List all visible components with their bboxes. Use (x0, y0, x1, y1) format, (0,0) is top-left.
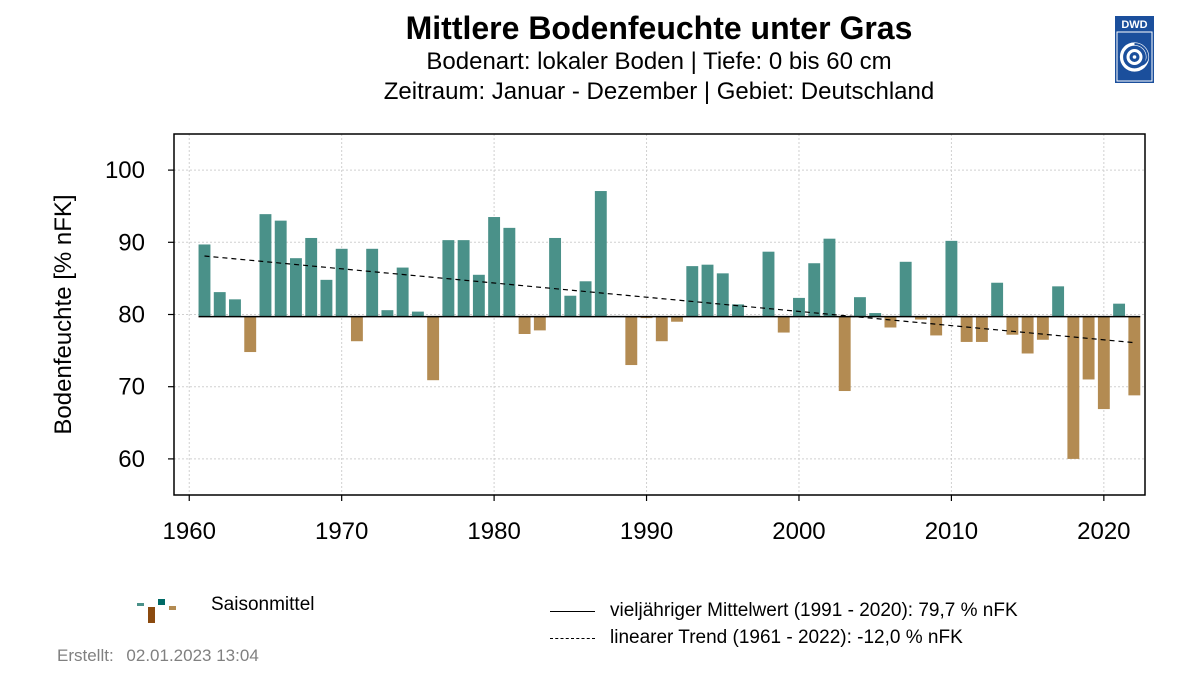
y-tick-label: 80 (118, 302, 145, 329)
x-tick-label: 1960 (163, 518, 216, 545)
x-tick-label: 2010 (925, 518, 978, 545)
svg-text:DWD: DWD (1121, 19, 1147, 31)
created-label: Erstellt: (57, 646, 114, 665)
y-tick-label: 70 (118, 374, 145, 401)
bar-1995 (716, 273, 729, 317)
bar-2006 (884, 316, 897, 328)
x-tick-label: 2020 (1077, 518, 1130, 545)
bar-1985 (564, 295, 577, 317)
bar-2015 (1021, 316, 1034, 354)
legend-trend-label: linearer Trend (1961 - 2022): -12,0 % nF… (610, 627, 963, 648)
x-axis-ticks: 1960 1970 1980 1990 2000 2010 2020 (163, 495, 1131, 545)
bar-1972 (366, 248, 379, 317)
y-axis-ticks: 60 70 80 90 100 (105, 157, 174, 473)
y-axis-label: Bodenfeuchte [% nFK] (50, 194, 77, 434)
bar-2008 (914, 316, 927, 320)
bar-1983 (533, 316, 546, 331)
bar-2016 (1036, 316, 1049, 340)
season-legend-icon (137, 599, 176, 623)
bar-1965 (259, 214, 272, 317)
x-tick-label: 1990 (620, 518, 673, 545)
bar-1966 (274, 220, 287, 317)
bar-2012 (975, 316, 988, 342)
legend-mean-line-icon (550, 610, 595, 612)
y-tick-label: 90 (118, 229, 145, 256)
chart-title: Mittlere Bodenfeuchte unter Gras (405, 10, 913, 46)
bar-1964 (244, 316, 257, 353)
created-value: 02.01.2023 13:04 (126, 646, 259, 665)
dwd-logo: DWD (1115, 16, 1154, 83)
bar-1967 (290, 258, 302, 317)
bar-1962 (213, 292, 226, 317)
bar-1994 (701, 264, 714, 317)
bar-1963 (229, 299, 241, 317)
bar-1980 (488, 217, 501, 317)
bar-1996 (732, 304, 744, 317)
bar-2004 (854, 297, 866, 317)
bar-2013 (991, 282, 1004, 317)
bar-1969 (320, 279, 333, 317)
chart-subtitle-soil: Bodenart: lokaler Boden | Tiefe: 0 bis 6… (426, 48, 892, 75)
bar-2010 (945, 240, 958, 317)
bar-2020 (1097, 316, 1110, 410)
bar-2022 (1128, 316, 1141, 396)
bar-2002 (823, 238, 836, 317)
bar-1981 (503, 227, 516, 317)
bar-2003 (838, 316, 851, 392)
bar-2009 (930, 316, 943, 336)
bar-2005 (869, 313, 882, 317)
bar-1971 (350, 316, 363, 342)
bar-1999 (777, 316, 790, 333)
legend-season-label: Saisonmittel (211, 594, 315, 615)
bar-1979 (472, 274, 485, 317)
bar-1986 (579, 281, 592, 317)
legend-trend: linearer Trend (1961 - 2022): -12,0 % nF… (550, 627, 963, 649)
x-tick-label: 1980 (467, 518, 520, 545)
x-tick-label: 1970 (315, 518, 368, 545)
bar-1978 (457, 240, 470, 317)
bar-2018 (1067, 316, 1080, 459)
bar-2017 (1052, 286, 1065, 317)
bar-1992 (671, 316, 683, 322)
bar-series (198, 191, 1141, 459)
bar-1968 (305, 237, 318, 317)
bar-2007 (899, 261, 912, 317)
bar-1984 (549, 237, 562, 317)
bar-1991 (655, 316, 668, 342)
trend-line (204, 255, 1135, 344)
bar-2000 (793, 297, 805, 317)
chart-subtitle-period: Zeitraum: Januar - Dezember | Gebiet: De… (383, 78, 935, 105)
bar-2014 (1006, 316, 1019, 335)
created-timestamp: Erstellt: 02.01.2023 13:04 (57, 646, 267, 666)
legend-mean: vieljähriger Mittelwert (1991 - 2020): 7… (550, 600, 1018, 622)
bar-2011 (960, 316, 973, 342)
bar-1975 (411, 311, 424, 317)
x-tick-label: 2000 (772, 518, 825, 545)
y-tick-label: 100 (105, 157, 145, 184)
bar-1976 (427, 316, 440, 381)
bar-1993 (686, 266, 699, 317)
bar-1982 (518, 316, 531, 334)
soil-moisture-chart: 1960 1970 1980 1990 2000 2010 2020 60 70 80 90 100… (50, 133, 1146, 545)
bar-2021 (1113, 303, 1126, 317)
bar-1973 (381, 310, 394, 317)
bar-2001 (808, 263, 821, 317)
bar-1989 (625, 316, 638, 366)
bar-1998 (762, 251, 775, 317)
y-tick-label: 60 (118, 446, 145, 473)
bar-1987 (594, 191, 607, 317)
bar-1961 (198, 244, 211, 317)
bar-2019 (1082, 316, 1095, 380)
bar-1970 (335, 248, 348, 317)
legend-trend-line-icon (550, 637, 595, 639)
bar-1974 (396, 267, 409, 317)
legend-mean-label: vieljähriger Mittelwert (1991 - 2020): 7… (610, 600, 1018, 621)
